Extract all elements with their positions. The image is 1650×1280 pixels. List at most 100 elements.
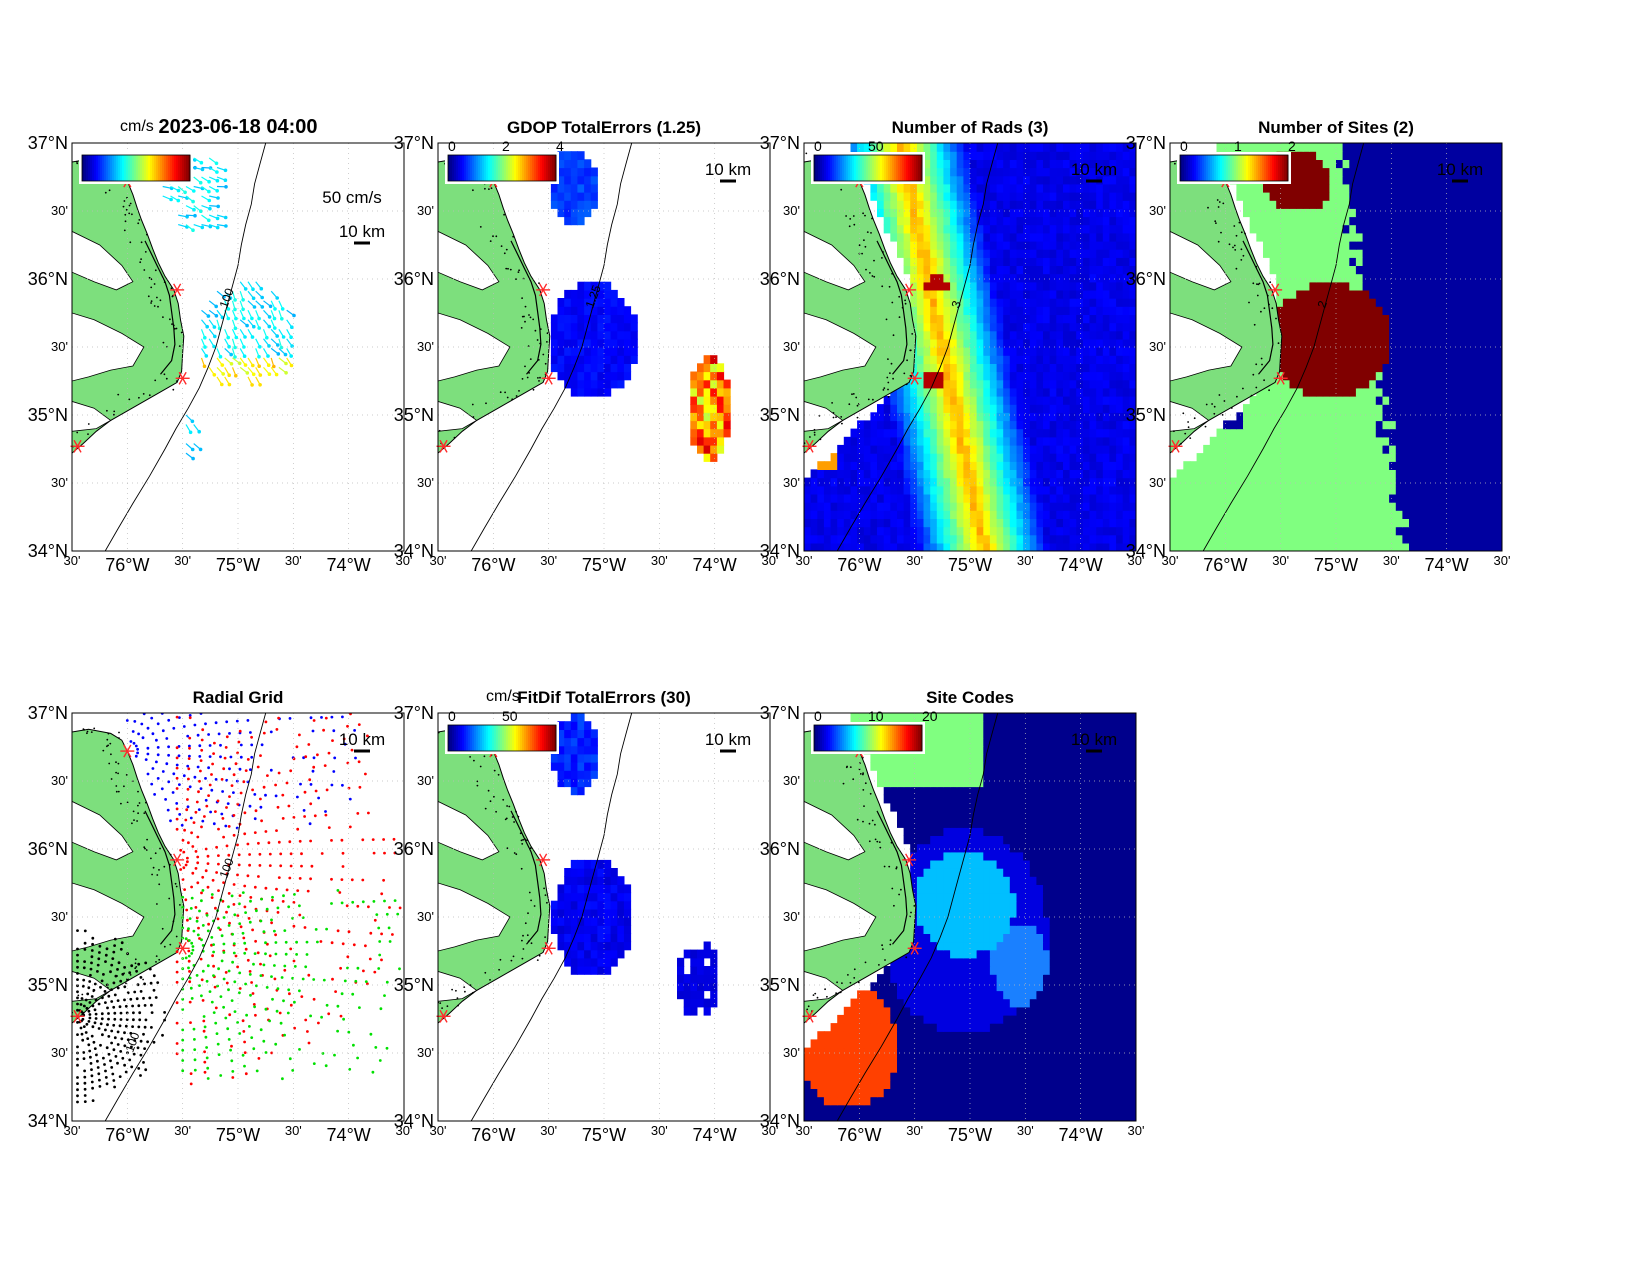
data-cell	[977, 543, 984, 552]
coast-dot	[160, 299, 162, 301]
data-cell	[1316, 437, 1323, 446]
data-cell	[1076, 363, 1083, 372]
data-cell	[1050, 225, 1057, 234]
coast-dot	[439, 430, 441, 432]
data-cell	[1343, 355, 1350, 364]
data-cell	[1250, 527, 1257, 536]
current-vector-head	[272, 365, 276, 369]
data-cell	[1462, 478, 1469, 487]
data-cell	[977, 396, 984, 405]
data-cell	[1116, 151, 1123, 160]
data-cell	[884, 543, 891, 552]
data-cell	[1096, 478, 1103, 487]
data-cell	[1123, 241, 1130, 250]
data-cell	[1356, 420, 1363, 429]
data-cell	[844, 518, 851, 527]
lon-tick-label: 76°W	[105, 555, 149, 575]
data-cell	[1303, 469, 1310, 478]
data-cell	[1023, 412, 1030, 421]
data-cell	[1017, 306, 1024, 315]
data-cell	[864, 437, 871, 446]
data-cell	[1303, 461, 1310, 470]
data-cell	[1263, 494, 1270, 503]
data-cell	[1050, 208, 1057, 217]
data-cell	[1070, 339, 1077, 348]
data-cell	[1103, 274, 1110, 283]
data-cell	[1469, 347, 1476, 356]
colorbar-tick-label: 4	[556, 138, 564, 154]
data-cell	[1316, 233, 1323, 242]
data-cell	[817, 518, 824, 527]
data-cell	[890, 216, 897, 225]
data-cell	[1356, 290, 1363, 299]
data-cell	[1296, 486, 1303, 495]
data-cell	[950, 355, 957, 364]
data-cell	[977, 314, 984, 323]
data-cell	[831, 494, 838, 503]
current-vector-head	[292, 314, 296, 318]
data-cell	[924, 290, 931, 299]
data-cell	[1290, 429, 1297, 438]
data-cell	[1343, 461, 1350, 470]
data-cell	[1376, 282, 1383, 291]
data-cell	[558, 355, 565, 364]
data-cell	[1116, 216, 1123, 225]
coast-dot	[490, 240, 492, 242]
data-cell	[1309, 510, 1316, 519]
data-cell	[1482, 494, 1489, 503]
data-cell	[1363, 265, 1370, 274]
data-cell	[1063, 306, 1070, 315]
data-cell	[551, 339, 558, 348]
coast-dot	[49, 166, 51, 168]
data-cell	[1270, 184, 1277, 193]
data-cell	[1290, 412, 1297, 421]
data-cell	[890, 510, 897, 519]
data-cell	[1023, 184, 1030, 193]
data-cell	[1396, 404, 1403, 413]
data-cell	[997, 543, 1004, 552]
data-cell	[1230, 469, 1237, 478]
data-cell	[1290, 306, 1297, 315]
data-cell	[1449, 265, 1456, 274]
data-cell	[910, 396, 917, 405]
data-cell	[1489, 510, 1496, 519]
data-cell	[1170, 543, 1177, 552]
data-cell	[1063, 233, 1070, 242]
data-cell	[1356, 282, 1363, 291]
data-cell	[1010, 372, 1017, 381]
coast-dot	[845, 215, 847, 217]
data-cell	[1290, 469, 1297, 478]
data-cell	[1343, 543, 1350, 552]
data-cell	[990, 347, 997, 356]
data-cell	[864, 486, 871, 495]
coast-dot	[796, 157, 798, 159]
data-cell	[604, 290, 611, 299]
panel-title: 2023-06-18 04:00	[158, 116, 317, 138]
data-cell	[1283, 388, 1290, 397]
data-cell	[1409, 363, 1416, 372]
data-cell	[1256, 478, 1263, 487]
data-cell	[1416, 314, 1423, 323]
data-cell	[1475, 388, 1482, 397]
data-cell	[1103, 486, 1110, 495]
data-cell	[1409, 412, 1416, 421]
data-cell	[1017, 184, 1024, 193]
data-cell	[1096, 355, 1103, 364]
coast-dot	[46, 457, 48, 459]
data-cell	[1023, 396, 1030, 405]
data-cell	[1383, 461, 1390, 470]
data-cell	[1409, 274, 1416, 283]
data-cell	[1283, 192, 1290, 201]
data-cell	[1236, 543, 1243, 552]
data-cell	[1017, 143, 1024, 152]
data-cell	[930, 241, 937, 250]
data-cell	[1356, 527, 1363, 536]
data-cell	[1416, 216, 1423, 225]
data-cell	[1475, 469, 1482, 478]
data-cell	[1323, 535, 1330, 544]
data-cell	[1109, 445, 1116, 454]
data-cell	[997, 298, 1004, 307]
data-cell	[1083, 372, 1090, 381]
data-cell	[1043, 445, 1050, 454]
data-cell	[551, 323, 558, 332]
